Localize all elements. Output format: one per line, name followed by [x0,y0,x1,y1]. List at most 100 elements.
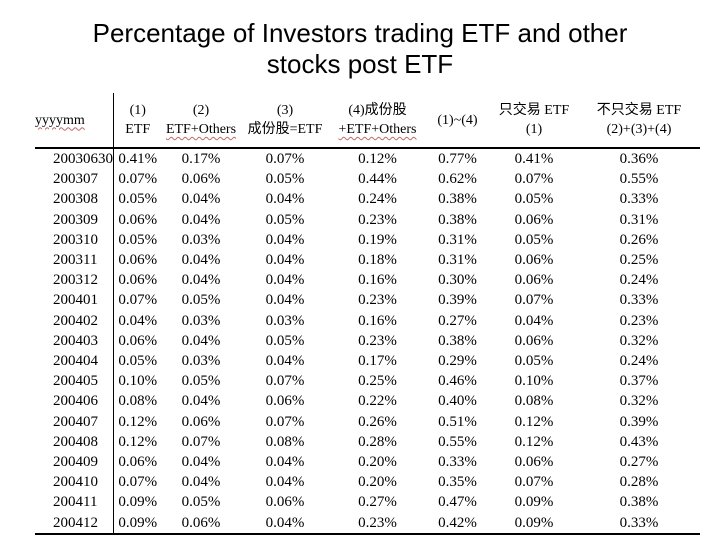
value-cell: 0.04% [265,272,305,289]
table-row: 200404 0.05% 0.03% 0.04% 0.17% 0.29% 0.05% 0.24… [35,351,700,372]
value-cell: 0.38% [438,211,477,228]
value-cell: 0.24% [619,272,659,289]
value-cell: 0.04% [265,292,305,309]
month-cell: 200312 [35,270,114,291]
value-cell: 0.04% [265,353,305,370]
column-header-yyyymm-label: yyyymm [35,112,85,128]
value-cell: 0.44% [358,171,397,188]
value-cell: 0.30% [438,272,477,289]
value-cell: 0.22% [358,393,397,410]
value-cell: 0.46% [438,373,477,390]
value-cell: 0.05% [265,332,305,349]
month-cell: 200311 [35,250,114,271]
value-cell: 0.04% [240,512,330,535]
value-cell: 0.04% [265,252,305,269]
month-cell: 200401 [35,290,114,311]
table-row: 200411 0.09% 0.05% 0.06% 0.27% 0.47% 0.09% 0.38… [35,492,700,513]
value-cell: 0.04% [181,393,221,410]
table-row: 200402 0.04% 0.03% 0.03% 0.16% 0.27% 0.04% 0.23… [35,310,700,331]
value-cell: 0.12% [118,433,158,450]
value-cell: 0.06% [118,272,158,289]
month-cell: 200409 [35,452,114,473]
value-cell: 0.07% [514,292,554,309]
month-cell: 200410 [35,472,114,493]
value-cell: 0.04% [118,312,158,329]
table-row: 200307 0.07% 0.06% 0.05% 0.44% 0.62% 0.07% 0.55… [35,169,700,190]
table-row: 200405 0.10% 0.05% 0.07% 0.25% 0.46% 0.10% 0.37… [35,371,700,392]
value-cell: 0.06% [514,211,554,228]
value-cell: 0.42% [425,512,490,535]
value-cell: 0.04% [265,474,305,491]
value-cell: 0.04% [265,231,305,248]
value-cell: 0.25% [619,252,659,269]
column-header-1-to-4: (1)~(4) [425,93,490,149]
value-cell: 0.18% [358,252,397,269]
value-cell: 0.06% [181,171,221,188]
table-row: 200408 0.12% 0.07% 0.08% 0.28% 0.55% 0.12% 0.43… [35,431,700,453]
value-cell: 0.20% [358,474,397,491]
month-cell: 200406 [35,391,114,412]
column-header-etf: (1) ETF [113,93,162,149]
value-cell: 0.40% [438,393,477,410]
value-cell: 0.09% [490,512,578,535]
table-row: 200406 0.08% 0.04% 0.06% 0.22% 0.40% 0.08% 0.32… [35,391,700,412]
value-cell: 0.31% [619,211,659,228]
value-cell: 0.17% [181,151,221,167]
value-cell: 0.37% [619,373,659,390]
value-cell: 0.32% [619,332,659,349]
column-header-component-etf: (3) 成份股=ETF [240,93,330,149]
value-cell: 0.39% [619,413,659,430]
value-cell: 0.03% [181,231,221,248]
month-cell: 20030630 [35,148,114,170]
value-cell: 0.07% [265,413,305,430]
value-cell: 0.05% [514,191,554,208]
table-row: 200410 0.07% 0.04% 0.04% 0.20% 0.35% 0.07% 0.28… [35,472,700,493]
value-cell: 0.06% [181,413,221,430]
value-cell: 0.09% [514,494,554,511]
value-cell: 0.08% [118,393,158,410]
value-cell: 0.33% [619,191,659,208]
table-row: 200409 0.06% 0.04% 0.04% 0.20% 0.33% 0.06% 0.27… [35,452,700,473]
value-cell: 0.55% [438,433,477,450]
month-cell: 200407 [35,411,114,432]
value-cell: 0.41% [514,151,554,167]
value-cell: 0.04% [265,454,305,471]
value-cell: 0.04% [181,191,221,208]
value-cell: 0.05% [265,211,305,228]
column-header-only-trade-etf: 只交易 ETF (1) [490,93,578,149]
value-cell: 0.38% [438,191,477,208]
month-cell: 200411 [35,492,114,513]
column-header-etf-others: (2) ETF+Others [162,93,240,149]
value-cell: 0.12% [514,433,554,450]
table-row: 20030630 0.41% 0.17% 0.07% 0.12% 0.77% 0.41% 0.… [35,148,700,170]
month-cell: 200403 [35,330,114,352]
value-cell: 0.07% [265,373,305,390]
value-cell: 0.26% [358,413,397,430]
column-header-yyyymm: yyyymm [35,93,114,149]
value-cell: 0.16% [358,312,397,329]
value-cell: 0.09% [118,494,158,511]
value-cell: 0.39% [438,292,477,309]
value-cell: 0.23% [619,312,659,329]
table-row: 200311 0.06% 0.04% 0.04% 0.18% 0.31% 0.06% 0.25… [35,250,700,271]
value-cell: 0.23% [358,292,397,309]
value-cell: 0.36% [619,151,659,167]
value-cell: 0.43% [619,433,659,450]
value-cell: 0.04% [181,211,221,228]
value-cell: 0.06% [514,272,554,289]
value-cell: 0.04% [181,332,221,349]
value-cell: 0.23% [358,332,397,349]
value-cell: 0.77% [438,151,477,167]
value-cell: 0.29% [438,353,477,370]
value-cell: 0.27% [438,312,477,329]
value-cell: 0.27% [358,494,397,511]
slide-title-line1: Percentage of Investors trading ETF and … [92,18,628,48]
value-cell: 0.33% [578,512,700,535]
value-cell: 0.03% [181,312,221,329]
value-cell: 0.06% [162,512,240,535]
value-cell: 0.07% [181,433,221,450]
value-cell: 0.24% [619,353,659,370]
value-cell: 0.04% [181,474,221,491]
value-cell: 0.07% [265,151,305,167]
table-row: 200412 0.09% 0.06% 0.04% 0.23% 0.42% 0.09% 0.33… [35,512,700,535]
